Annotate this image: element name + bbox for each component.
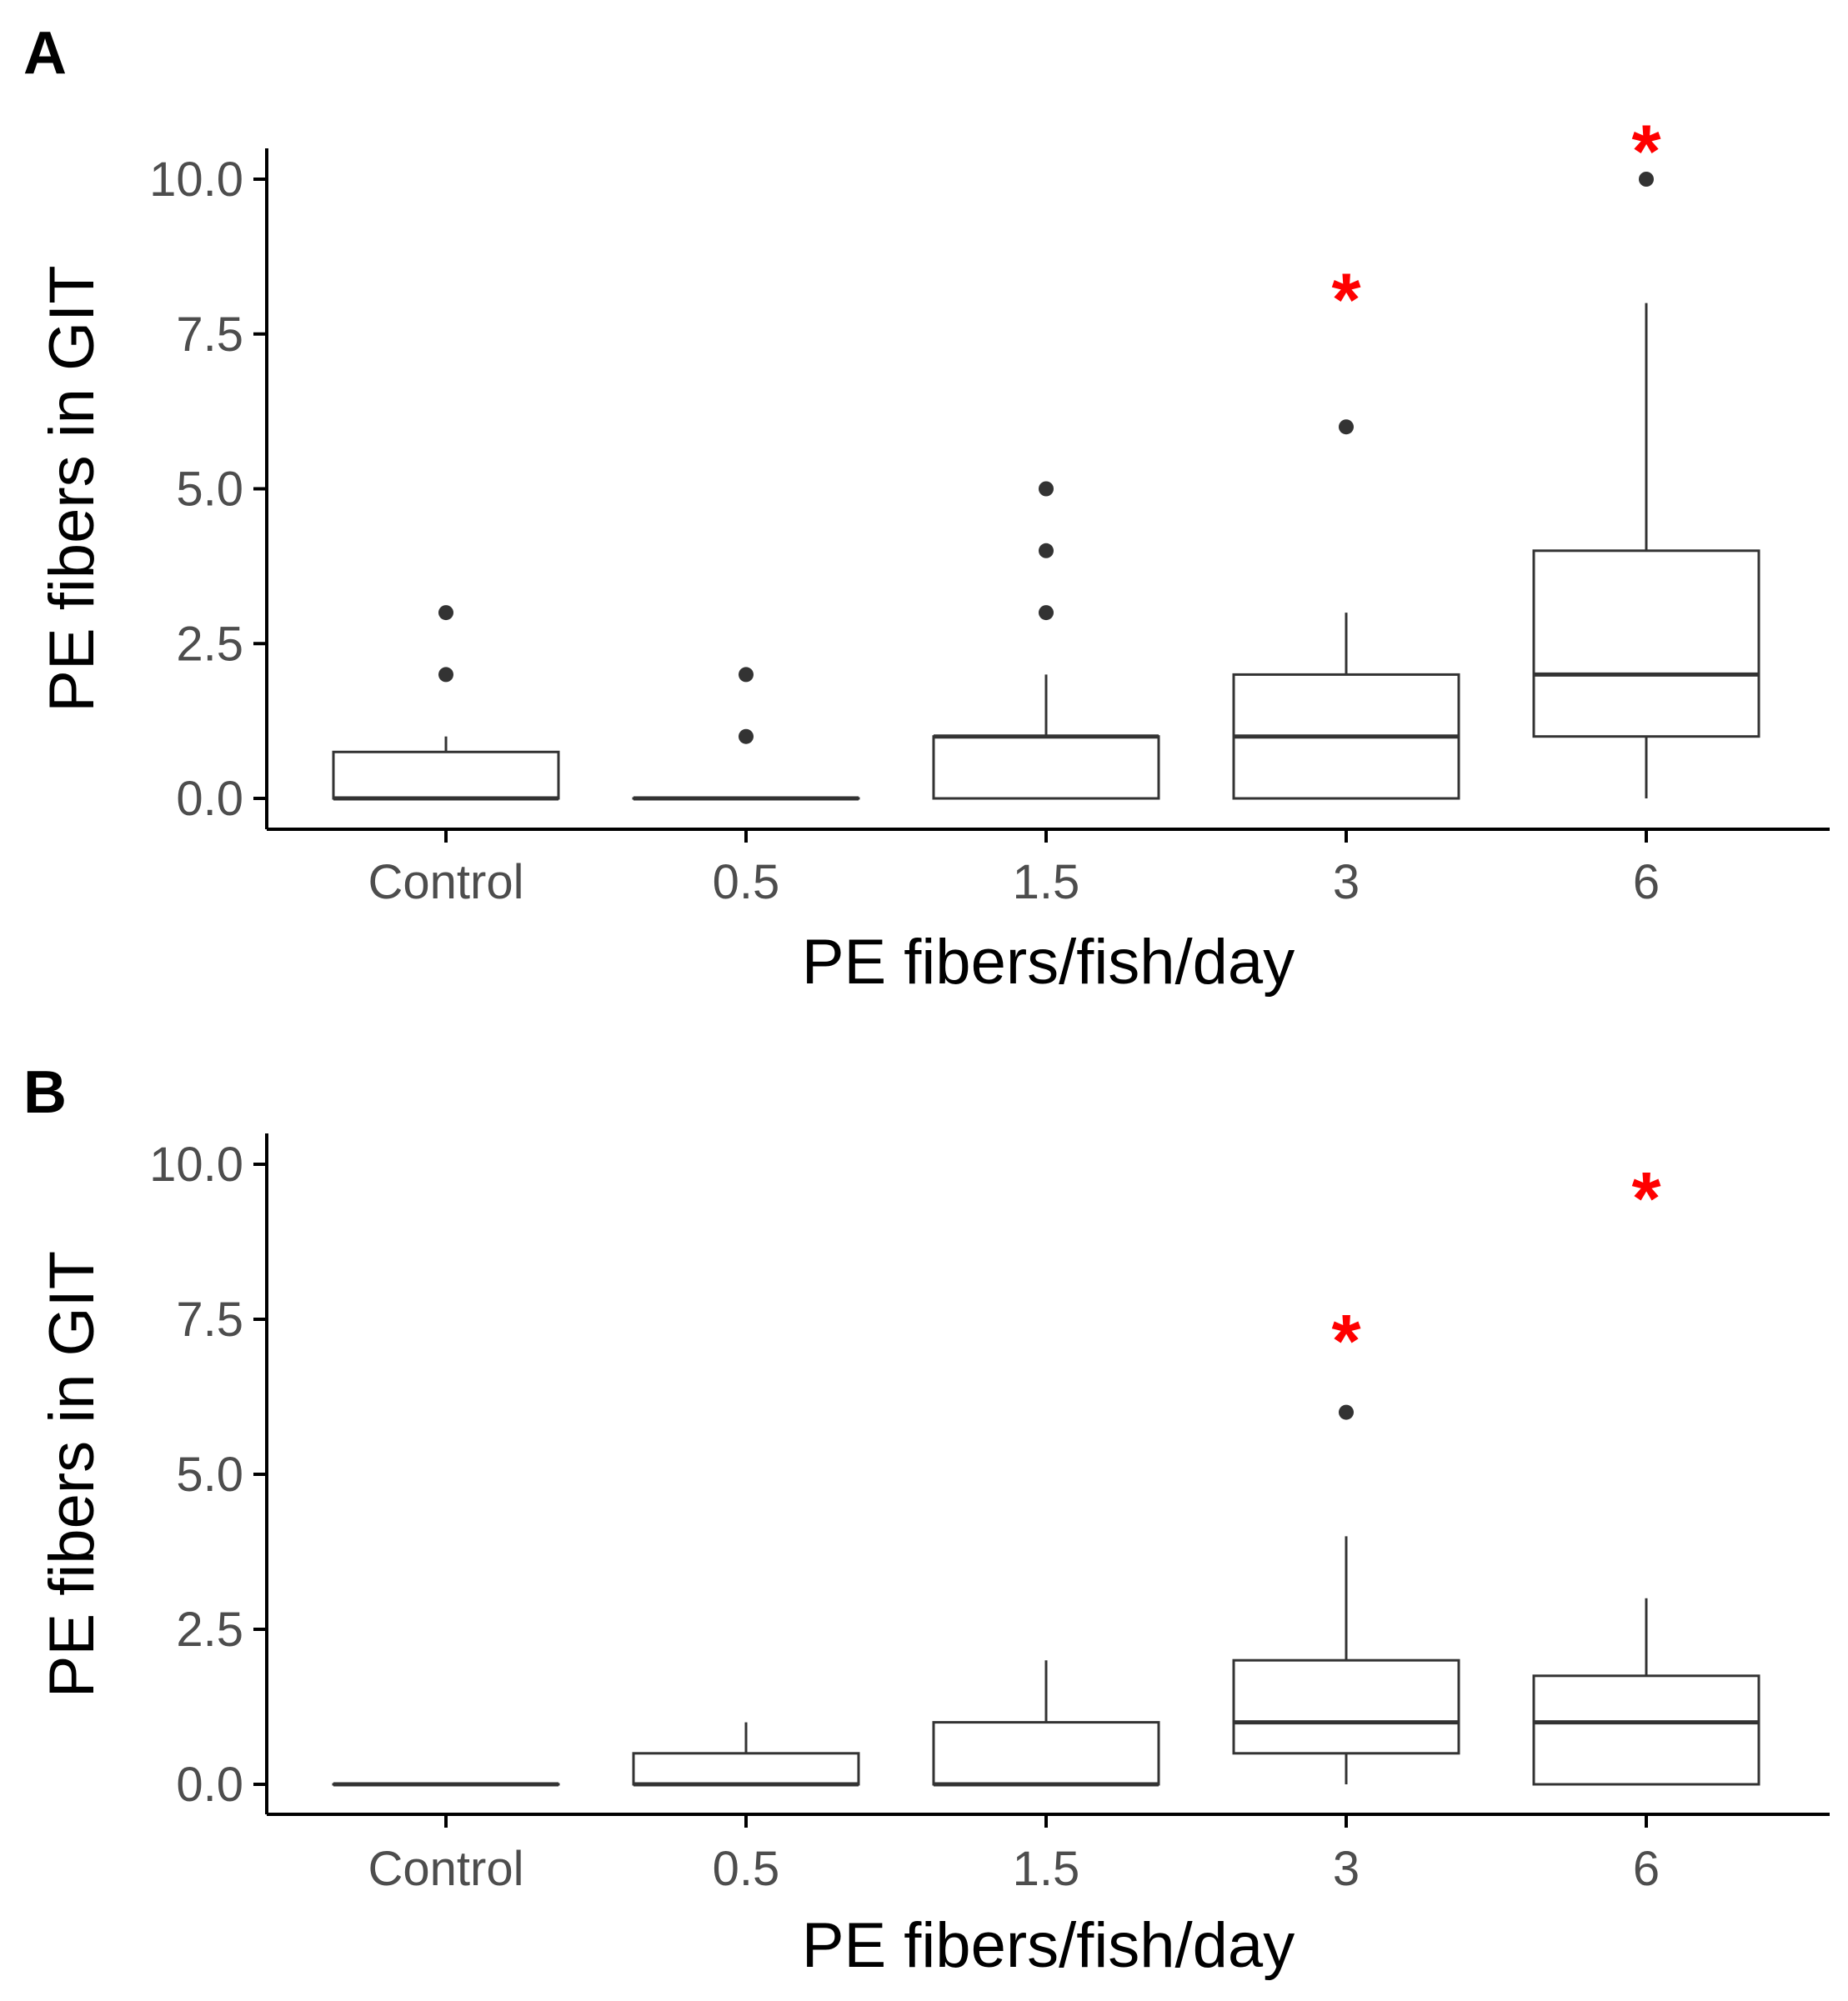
panel-b: B 0.0 2.5 5.0 7.5 10.0 Control 0.5 1.5 3 6 PE fiber… xyxy=(23,1059,1830,1981)
x-tick-label: 0.5 xyxy=(713,855,780,909)
outlier-point xyxy=(739,667,754,683)
box-group-0-5 xyxy=(632,1722,860,1787)
y-tick-label: 10.0 xyxy=(149,1138,243,1192)
panel-a: A 0.0 2.5 5.0 7.5 10.0 Control 0.5 1.5 3 6 PE fiber… xyxy=(23,20,1830,998)
x-axis-title: PE fibers/fish/day xyxy=(802,927,1295,998)
y-tick-label: 5.0 xyxy=(176,463,243,517)
box-group-3: * xyxy=(1232,1300,1460,1784)
x-tick-label: 3 xyxy=(1333,1842,1360,1896)
significance-asterisk: * xyxy=(1331,259,1360,343)
outlier-point xyxy=(1039,605,1054,621)
iqr-box xyxy=(632,1752,860,1786)
y-tick-label: 5.0 xyxy=(176,1448,243,1502)
box-group-6: * xyxy=(1532,110,1760,798)
outlier-point xyxy=(739,728,754,744)
y-tick-label: 10.0 xyxy=(149,153,243,207)
x-tick-label: Control xyxy=(368,855,524,909)
box-group-3: * xyxy=(1232,259,1460,800)
outlier-point xyxy=(1039,481,1054,497)
iqr-box xyxy=(932,735,1160,800)
significance-asterisk: * xyxy=(1631,110,1660,193)
x-tick-label: 3 xyxy=(1333,855,1360,909)
box-group-0-5 xyxy=(632,667,860,801)
iqr-box xyxy=(1532,1674,1760,1786)
outlier-point xyxy=(1339,1404,1354,1420)
box-group-6: * xyxy=(1532,1158,1760,1786)
iqr-box xyxy=(332,750,560,800)
box-group-1-5 xyxy=(932,1660,1160,1787)
y-axis-title: PE fibers in GIT xyxy=(37,265,108,712)
y-tick-label: 2.5 xyxy=(176,617,243,671)
y-axis-title: PE fibers in GIT xyxy=(37,1251,108,1698)
iqr-box xyxy=(932,1721,1160,1786)
outlier-point xyxy=(1339,419,1354,435)
panel-label: A xyxy=(23,20,67,87)
x-tick-label: Control xyxy=(368,1842,524,1896)
iqr-box xyxy=(1232,1658,1460,1755)
x-tick-label: 0.5 xyxy=(713,1842,780,1896)
y-tick-label: 7.5 xyxy=(176,1293,243,1347)
box-group-1-5 xyxy=(932,481,1160,800)
significance-asterisk: * xyxy=(1331,1300,1360,1383)
significance-asterisk: * xyxy=(1631,1158,1660,1241)
outlier-point xyxy=(1039,543,1054,558)
x-tick-label: 6 xyxy=(1633,855,1660,909)
y-tick-label: 7.5 xyxy=(176,308,243,362)
outlier-point xyxy=(438,667,453,683)
panel-label: B xyxy=(23,1059,67,1126)
box-group-control xyxy=(332,605,560,801)
x-axis-title: PE fibers/fish/day xyxy=(802,1910,1295,1981)
x-tick-label: 6 xyxy=(1633,1842,1660,1896)
y-tick-label: 0.0 xyxy=(176,772,243,826)
iqr-box xyxy=(1532,549,1760,738)
x-tick-label: 1.5 xyxy=(1013,1842,1080,1896)
y-tick-label: 0.0 xyxy=(176,1758,243,1812)
y-tick-label: 2.5 xyxy=(176,1603,243,1657)
outlier-point xyxy=(1639,172,1654,187)
outlier-point xyxy=(438,605,453,621)
x-tick-label: 1.5 xyxy=(1013,855,1080,909)
